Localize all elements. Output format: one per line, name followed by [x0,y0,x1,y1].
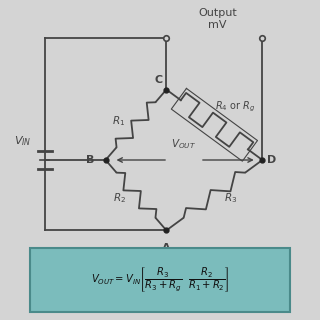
Text: $R_4$ or $R_g$: $R_4$ or $R_g$ [215,100,255,114]
Text: D: D [267,155,276,165]
Text: A: A [162,243,171,253]
Text: B: B [86,155,94,165]
Text: $V_{OUT} = V_{IN}$$\left[\dfrac{R_3}{R_3+R_g}\ \ \dfrac{R_2}{R_1+R_2}\right]$: $V_{OUT} = V_{IN}$$\left[\dfrac{R_3}{R_3… [91,266,229,294]
Text: $R_3$: $R_3$ [224,191,237,205]
Text: C: C [154,75,163,85]
Text: $V_{OUT}$: $V_{OUT}$ [172,137,196,151]
Text: $R_1$: $R_1$ [112,115,125,129]
FancyBboxPatch shape [30,248,290,312]
Text: $R_2$: $R_2$ [114,191,126,205]
Text: Output
mV: Output mV [198,8,237,30]
Text: $V_{IN}$: $V_{IN}$ [14,134,31,148]
